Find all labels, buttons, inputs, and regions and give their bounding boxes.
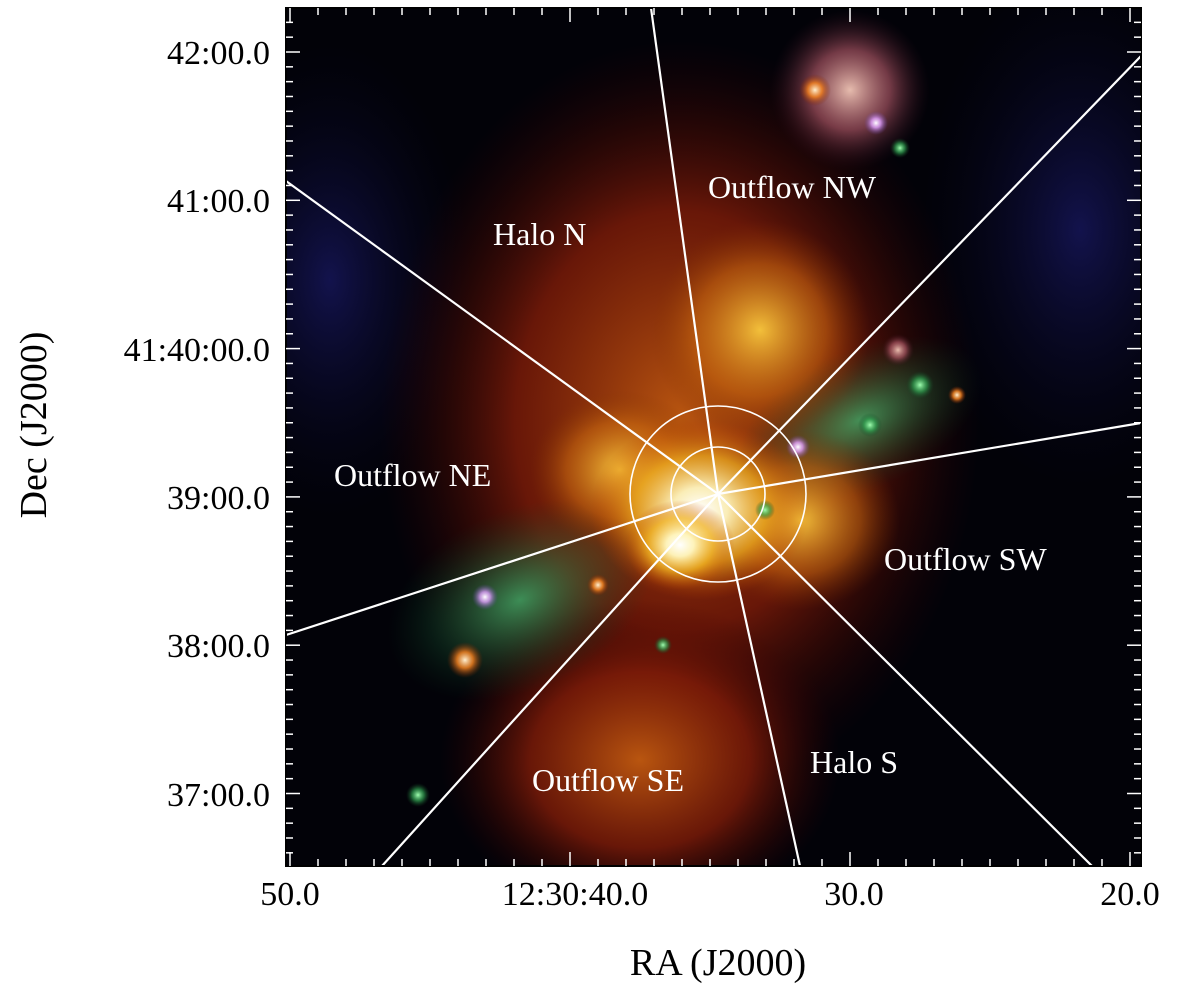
outer-region-circle bbox=[629, 405, 807, 583]
y-axis-title: Dec (J2000) bbox=[13, 332, 55, 519]
y-tick-labels: 42:00.0 41:00.0 41:40:00.0 39:00.0 38:00… bbox=[124, 35, 270, 814]
inner-region-circle bbox=[670, 446, 766, 542]
x-axis-title: RA (J2000) bbox=[630, 942, 806, 984]
y-tick-label: 38:00.0 bbox=[167, 628, 270, 665]
label-outflow-ne: Outflow NE bbox=[334, 457, 491, 493]
label-outflow-nw: Outflow NW bbox=[708, 169, 877, 205]
label-halo-s: Halo S bbox=[810, 744, 898, 780]
x-tick-labels: 50.0 12:30:40.0 30.0 20.0 bbox=[260, 876, 1160, 913]
tick-marks bbox=[286, 8, 1141, 866]
sky-image: Outflow NW Halo N Outflow NE Outflow SW … bbox=[286, 8, 1141, 866]
y-tick-label: 42:00.0 bbox=[167, 35, 270, 72]
sector-line-ne bbox=[286, 180, 719, 495]
sector-line-ssw bbox=[381, 493, 719, 866]
label-halo-n: Halo N bbox=[493, 216, 586, 252]
sector-line-se bbox=[716, 493, 802, 866]
label-outflow-sw: Outflow SW bbox=[884, 541, 1047, 577]
x-tick-label: 50.0 bbox=[260, 876, 320, 913]
x-tick-label: 12:30:40.0 bbox=[502, 876, 648, 913]
y-tick-label: 41:00.0 bbox=[167, 183, 270, 220]
sector-line-nne bbox=[717, 55, 1141, 495]
label-outflow-se: Outflow SE bbox=[532, 762, 684, 798]
y-tick-label: 39:00.0 bbox=[167, 480, 270, 517]
sector-line-nw bbox=[649, 8, 720, 495]
region-overlay bbox=[286, 8, 1141, 866]
x-tick-label: 30.0 bbox=[824, 876, 884, 913]
x-tick-label: 20.0 bbox=[1100, 876, 1160, 913]
y-tick-label: 37:00.0 bbox=[167, 777, 270, 814]
sector-line-w bbox=[717, 421, 1141, 496]
sector-line-e bbox=[286, 492, 719, 637]
y-tick-label: 41:40:00.0 bbox=[124, 332, 270, 369]
